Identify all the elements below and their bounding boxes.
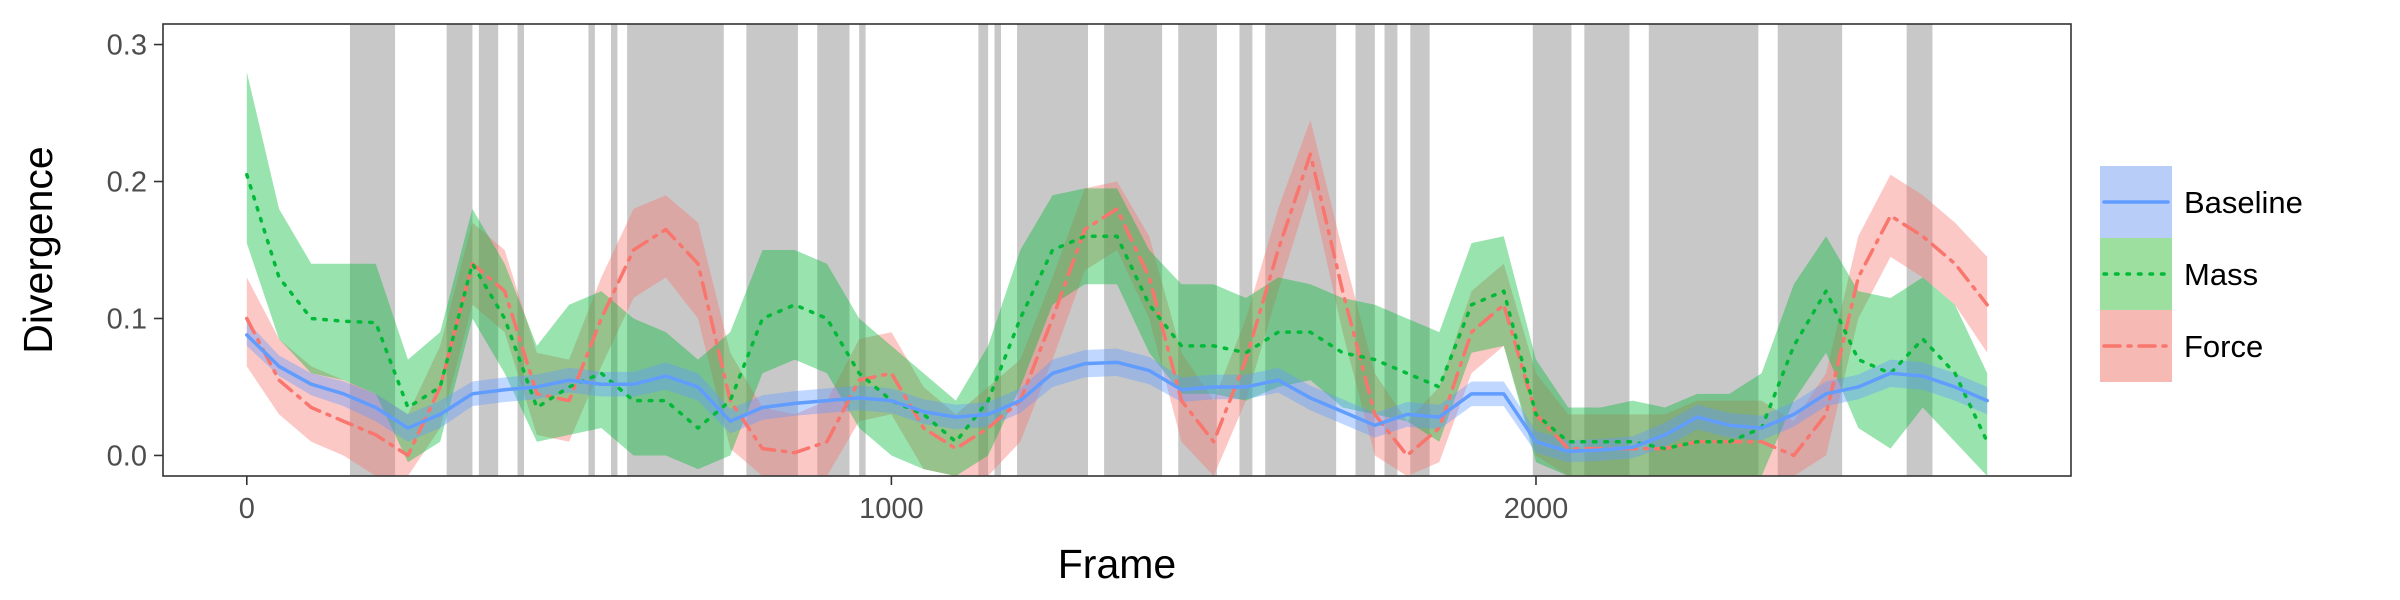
y-tick-label: 0.1: [107, 303, 147, 335]
line-baseline: [245, 333, 1989, 454]
series-lines: [245, 152, 1989, 458]
shaded-interval-6: [610, 24, 618, 476]
band-force: [246, 119, 1988, 476]
shaded-interval-14: [1104, 24, 1163, 476]
x-tick-label: 1000: [859, 493, 924, 525]
shaded-interval-8: [746, 24, 798, 476]
shaded-interval-25: [1906, 24, 1933, 476]
band-mass: [246, 71, 1988, 476]
legend-label-baseline: Baseline: [2184, 185, 2303, 220]
legend: Baseline Mass Force: [2100, 166, 2303, 382]
shaded-intervals: [349, 24, 1933, 476]
y-tick-label: 0.3: [107, 30, 147, 62]
shaded-interval-15: [1178, 24, 1217, 476]
shaded-interval-7: [627, 24, 724, 476]
legend-label-force: Force: [2184, 329, 2263, 364]
shaded-interval-19: [1384, 24, 1398, 476]
plot-border: [162, 23, 2072, 477]
x-tick-label: 0: [239, 493, 255, 525]
shaded-interval-4: [517, 24, 524, 476]
shaded-interval-18: [1355, 24, 1375, 476]
shaded-interval-10: [859, 24, 866, 476]
y-tick-label: 0.2: [107, 167, 147, 199]
shaded-interval-24: [1777, 24, 1843, 476]
shaded-interval-16: [1239, 24, 1253, 476]
line-mass: [245, 172, 1989, 451]
y-tick-label: 0.0: [107, 440, 147, 472]
legend-label-mass: Mass: [2184, 257, 2258, 292]
shaded-interval-12: [994, 24, 1001, 476]
confidence-bands: [246, 71, 1988, 476]
x-axis-title: Frame: [1058, 541, 1176, 587]
axes: 0 1000 2000 0.0 0.1 0.2 0.3: [107, 30, 1569, 525]
shaded-interval-3: [478, 24, 499, 476]
y-axis-title: Divergence: [15, 146, 61, 353]
shaded-interval-21: [1532, 24, 1572, 476]
shaded-interval-17: [1265, 24, 1337, 476]
shaded-interval-22: [1584, 24, 1630, 476]
shaded-interval-23: [1648, 24, 1759, 476]
band-baseline: [246, 321, 1988, 463]
shaded-interval-20: [1410, 24, 1430, 476]
shaded-interval-11: [978, 24, 989, 476]
shaded-interval-5: [588, 24, 595, 476]
x-tick-label: 2000: [1504, 493, 1569, 525]
